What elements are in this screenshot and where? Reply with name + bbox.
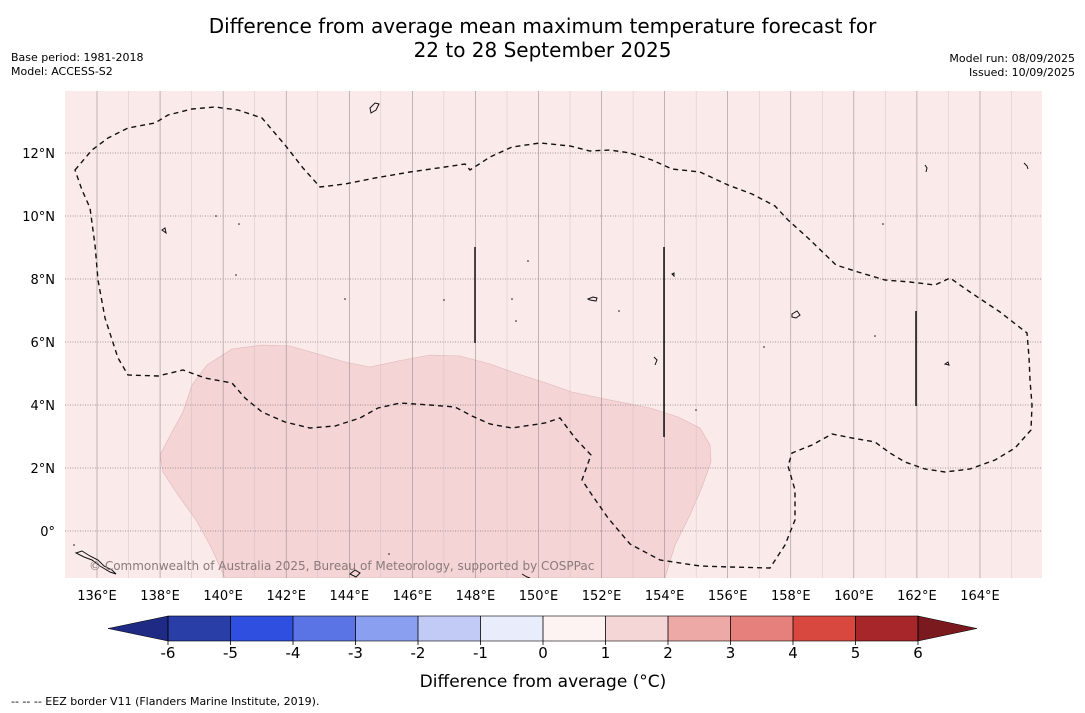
latitude-label: 2°N	[31, 462, 56, 477]
longitude-label: 160°E	[834, 589, 874, 604]
latitude-label: 6°N	[31, 336, 56, 351]
colorbar-segment	[418, 616, 481, 641]
colorbar-tick-label: 2	[663, 644, 673, 662]
colorbar-tick-label: -2	[411, 644, 426, 662]
latitude-label: 8°N	[31, 273, 56, 288]
colorbar-segment	[668, 616, 731, 641]
longitude-label: 138°E	[140, 589, 180, 604]
eez-footnote: -- -- -- EEZ border V11 (Flanders Marine…	[11, 695, 320, 708]
colorbar-tick-label: 3	[726, 644, 736, 662]
meta-right: Model run: 08/09/2025 Issued: 10/09/2025	[949, 52, 1075, 80]
longitude-label: 156°E	[708, 589, 748, 604]
base-period-label: Base period: 1981-2018	[11, 51, 144, 64]
longitude-label: 152°E	[582, 589, 622, 604]
colorbar-segment	[355, 616, 418, 641]
anomaly-region-1-to-2	[159, 344, 712, 578]
colorbar-title: Difference from average (°C)	[420, 672, 667, 692]
longitude-label: 150°E	[519, 589, 559, 604]
latitude-gridlines	[65, 152, 1042, 532]
longitude-label: 142°E	[266, 589, 306, 604]
longitude-label: 140°E	[203, 589, 243, 604]
colorbar-tick-label: -4	[286, 644, 301, 662]
longitude-labels: 136°E 138°E 140°E 142°E 144°E 146°E 148°E 150°E…	[77, 589, 1000, 604]
colorbar-tick-label: -1	[473, 644, 488, 662]
longitude-label: 146°E	[393, 589, 433, 604]
longitude-gridlines	[96, 91, 1012, 578]
colorbar-tick-label: -6	[161, 644, 176, 662]
model-label: Model: ACCESS-S2	[11, 65, 113, 78]
latitude-label: 12°N	[22, 147, 55, 162]
longitude-label: 162°E	[897, 589, 937, 604]
map-title: Difference from average mean maximum tem…	[0, 14, 1085, 62]
longitude-label: 154°E	[645, 589, 685, 604]
longitude-label: 136°E	[77, 589, 117, 604]
colorbar-segment	[230, 616, 293, 641]
eez-border	[74, 106, 1033, 569]
colorbar-over-arrow	[917, 615, 978, 642]
model-run-label: Model run: 08/09/2025	[949, 52, 1075, 65]
islands	[74, 102, 1029, 578]
longitude-label: 164°E	[960, 589, 1000, 604]
colorbar-segment	[168, 616, 231, 641]
colorbar-tick-label: 4	[788, 644, 798, 662]
colorbar-tick-label: 5	[851, 644, 861, 662]
colorbar-segment	[293, 616, 356, 641]
colorbar-tick-label: 0	[538, 644, 548, 662]
longitude-label: 148°E	[456, 589, 496, 604]
colorbar-tick-label: -3	[348, 644, 363, 662]
colorbar-under-arrow	[107, 615, 169, 642]
colorbar-segment	[480, 616, 543, 641]
colorbar-segment	[793, 616, 856, 641]
copyright-notice: © Commonwealth of Australia 2025, Bureau…	[89, 559, 594, 573]
colorbar-tick-label: 1	[601, 644, 611, 662]
latitude-label: 0°	[40, 525, 55, 540]
colorbar-segment	[605, 616, 668, 641]
latitude-labels: 12°N 10°N 8°N 6°N 4°N 2°N 0°	[22, 147, 55, 540]
colorbar-segment	[730, 616, 793, 641]
longitude-label: 144°E	[330, 589, 370, 604]
title-line-2: 22 to 28 September 2025	[413, 38, 672, 62]
title-line-1: Difference from average mean maximum tem…	[208, 14, 877, 38]
colorbar-segment	[543, 616, 606, 641]
colorbar-tick-label: -5	[223, 644, 238, 662]
meta-left: Base period: 1981-2018 Model: ACCESS-S2	[11, 51, 143, 79]
longitude-label: 158°E	[771, 589, 811, 604]
colorbar: -6 -5 -4 -3 -2 -1 0 1 2 3 4 5 6	[107, 615, 978, 662]
colorbar-tick-label: 6	[913, 644, 923, 662]
latitude-label: 10°N	[22, 210, 55, 225]
colorbar-segment	[855, 616, 918, 641]
islets	[73, 215, 884, 555]
latitude-label: 4°N	[31, 399, 56, 414]
issued-label: Issued: 10/09/2025	[968, 66, 1075, 79]
